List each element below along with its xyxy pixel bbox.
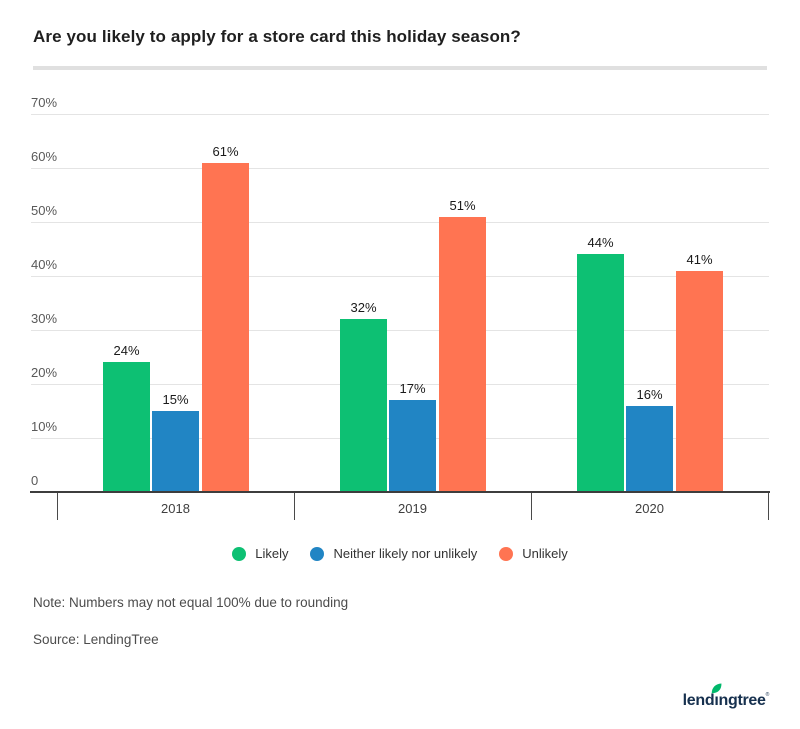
y-axis-label-50: 50% bbox=[31, 203, 58, 218]
y-axis-label-60: 60% bbox=[31, 149, 58, 164]
legend-label: Likely bbox=[255, 546, 289, 561]
x-axis-tick bbox=[57, 493, 58, 520]
y-axis-label-20: 20% bbox=[31, 365, 58, 380]
y-axis-label-70: 70% bbox=[31, 95, 58, 110]
leaf-icon bbox=[712, 683, 722, 694]
legend-item-likely: Likely bbox=[232, 546, 288, 561]
bar-value-label: 32% bbox=[350, 300, 377, 316]
chart-legend: Likely Neither likely nor unlikely Unlikel… bbox=[0, 546, 800, 561]
gridline-70 bbox=[31, 114, 769, 115]
chart-title: Are you likely to apply for a store card… bbox=[33, 27, 521, 46]
x-axis-line bbox=[30, 491, 770, 493]
bar-value-label: 44% bbox=[587, 235, 614, 251]
x-axis-label-2019: 2019 bbox=[398, 501, 427, 516]
gridline-60 bbox=[31, 168, 769, 169]
bar-value-label: 51% bbox=[449, 197, 476, 213]
bar-2018-likely bbox=[103, 362, 150, 492]
gridline-20 bbox=[31, 384, 769, 385]
bar-2019-unlikely bbox=[439, 216, 486, 492]
bar-value-label: 15% bbox=[162, 392, 189, 407]
chart-source: Source: LendingTree bbox=[33, 632, 159, 647]
legend-item-neither-likely-nor-unlikely: Neither likely nor unlikely bbox=[310, 546, 477, 561]
y-axis-label-40: 40% bbox=[31, 257, 58, 272]
gridline-30 bbox=[31, 330, 769, 331]
legend-dot-icon bbox=[499, 546, 514, 561]
bar-value-label: 17% bbox=[399, 381, 426, 397]
chart-note: Note: Numbers may not equal 100% due to … bbox=[33, 595, 349, 610]
x-axis-label-2018: 2018 bbox=[161, 501, 190, 516]
logo-letter-i: ı bbox=[712, 683, 722, 709]
logo-registered-mark: ® bbox=[765, 692, 770, 698]
x-axis-tick bbox=[531, 493, 532, 520]
bar-2020-neither-likely-nor-unlikely bbox=[626, 405, 673, 492]
lendingtree-logo: lendı ngtree® bbox=[682, 683, 770, 710]
bar-value-label: 41% bbox=[686, 251, 713, 267]
y-axis-label-0: 0 bbox=[31, 473, 39, 488]
title-divider bbox=[33, 66, 767, 70]
legend-label: Unlikely bbox=[522, 546, 568, 561]
legend-dot-icon bbox=[310, 546, 325, 561]
bar-2019-neither-likely-nor-unlikely bbox=[389, 400, 436, 492]
x-axis-tick bbox=[768, 493, 769, 520]
gridline-40 bbox=[31, 276, 769, 277]
x-axis-label-2020: 2020 bbox=[635, 501, 664, 516]
bar-value-label: 61% bbox=[212, 143, 239, 159]
logo-text: ngtree bbox=[718, 692, 766, 709]
y-axis-label-30: 30% bbox=[31, 311, 58, 326]
legend-item-unlikely: Unlikely bbox=[499, 546, 568, 561]
bar-2018-neither-likely-nor-unlikely bbox=[152, 411, 199, 492]
bar-value-label: 16% bbox=[636, 386, 663, 402]
bar-2020-likely bbox=[577, 254, 624, 492]
legend-dot-icon bbox=[232, 546, 247, 561]
x-axis-tick bbox=[294, 493, 295, 520]
bar-2019-likely bbox=[340, 319, 387, 492]
bar-value-label: 24% bbox=[113, 343, 140, 359]
y-axis-label-10: 10% bbox=[31, 419, 58, 434]
gridline-50 bbox=[31, 222, 769, 223]
bar-2020-unlikely bbox=[676, 270, 723, 492]
legend-label: Neither likely nor unlikely bbox=[333, 546, 478, 561]
logo-text: lend bbox=[682, 692, 715, 709]
bar-2018-unlikely bbox=[202, 162, 249, 492]
